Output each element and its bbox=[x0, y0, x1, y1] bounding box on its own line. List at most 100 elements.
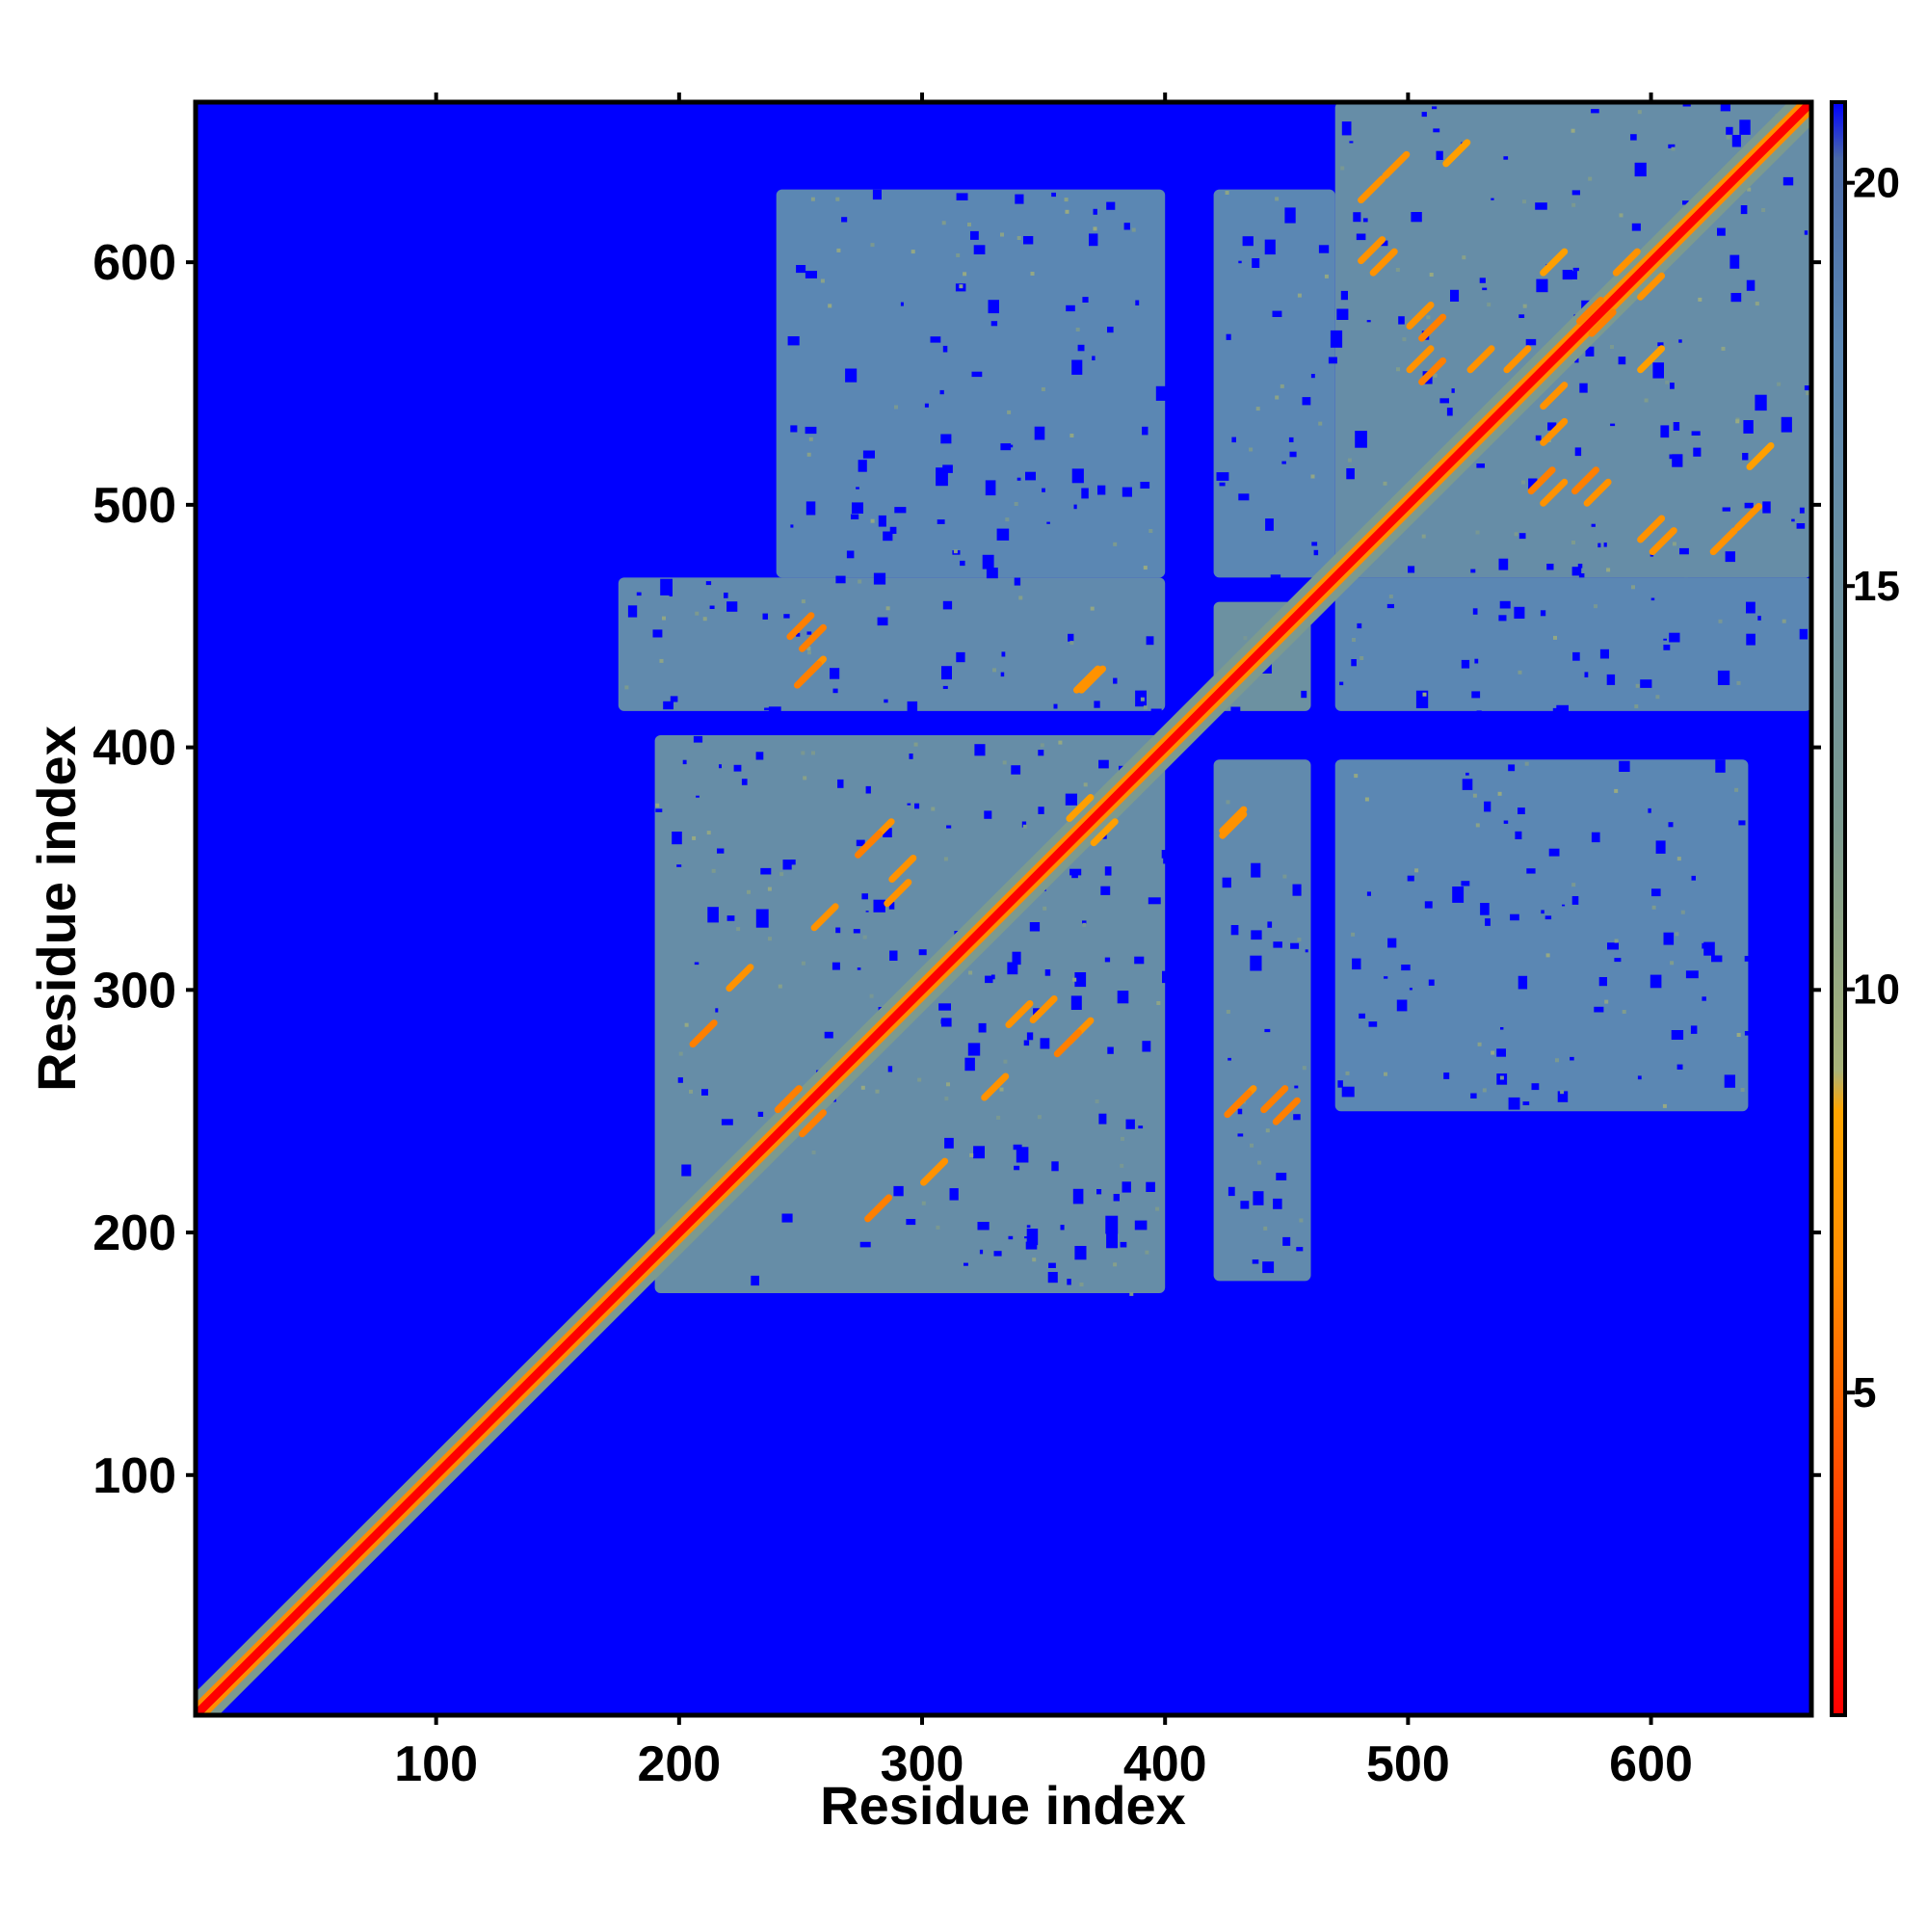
near-contact-cell bbox=[936, 1225, 940, 1230]
gap-cell bbox=[1074, 1246, 1087, 1260]
gap-cell bbox=[1743, 420, 1754, 434]
near-contact-cell bbox=[1497, 791, 1502, 796]
gap-cell bbox=[1122, 487, 1132, 497]
gap-cell bbox=[1651, 888, 1661, 897]
gap-cell bbox=[1450, 289, 1460, 302]
near-contact-cell bbox=[1622, 1010, 1626, 1014]
gap-cell bbox=[1346, 468, 1355, 480]
near-contact-cell bbox=[1604, 999, 1609, 1004]
gap-cell bbox=[755, 752, 764, 760]
near-contact-cell bbox=[1072, 977, 1077, 982]
gap-cell bbox=[1498, 558, 1509, 570]
near-contact-cell bbox=[1553, 635, 1557, 640]
gap-cell bbox=[663, 701, 673, 710]
gap-cell bbox=[1093, 208, 1097, 215]
near-contact-cell bbox=[1675, 932, 1679, 937]
near-contact-cell bbox=[911, 250, 915, 254]
gap-cell bbox=[1023, 236, 1034, 245]
near-contact-cell bbox=[862, 935, 867, 940]
near-contact-cell bbox=[1555, 1058, 1559, 1063]
x-axis-ticks: 100 200 300 400 500 600 bbox=[394, 93, 1693, 1792]
gap-cell bbox=[1579, 383, 1588, 393]
gap-cell bbox=[715, 1008, 719, 1013]
gap-cell bbox=[978, 1022, 987, 1033]
gap-cell bbox=[1514, 606, 1525, 619]
gap-cell bbox=[1479, 278, 1486, 283]
gap-cell bbox=[1015, 194, 1024, 204]
gap-cell bbox=[1471, 691, 1481, 699]
near-contact-cell bbox=[711, 868, 716, 873]
near-contact-cell bbox=[875, 1089, 880, 1094]
near-contact-cell bbox=[1003, 1059, 1008, 1064]
gap-cell bbox=[1618, 357, 1626, 365]
gap-cell bbox=[918, 949, 927, 956]
gap-cell bbox=[709, 605, 715, 609]
gap-cell bbox=[1574, 357, 1579, 363]
gap-cell bbox=[873, 899, 885, 913]
gap-cell bbox=[1577, 564, 1583, 569]
gap-cell bbox=[627, 605, 638, 618]
gap-cell bbox=[1781, 416, 1792, 433]
gap-cell bbox=[1349, 141, 1354, 144]
gap-cell bbox=[942, 685, 948, 689]
contact-streak bbox=[864, 1194, 893, 1223]
contact-streak bbox=[1588, 308, 1617, 337]
near-contact-cell bbox=[1043, 906, 1047, 911]
near-contact-cell bbox=[1655, 695, 1660, 700]
near-contact-cell bbox=[1747, 187, 1752, 192]
gap-cell bbox=[696, 795, 700, 798]
near-contact-cell bbox=[806, 452, 811, 457]
gap-cell bbox=[1044, 969, 1051, 976]
near-contact-cell bbox=[1129, 1291, 1134, 1296]
gap-cell bbox=[1528, 478, 1538, 490]
gap-cell bbox=[893, 1185, 904, 1197]
contact-streak bbox=[1612, 248, 1641, 277]
gap-cell bbox=[973, 1146, 985, 1159]
contact-streak bbox=[1406, 302, 1435, 330]
gap-cell bbox=[660, 578, 673, 595]
gap-cell bbox=[1396, 999, 1408, 1012]
gap-cell bbox=[1230, 925, 1239, 936]
near-contact-cell bbox=[1120, 1163, 1124, 1168]
near-contact-cell bbox=[1487, 303, 1491, 307]
near-contact-cell bbox=[870, 243, 875, 248]
gap-cell bbox=[1313, 549, 1319, 556]
x-tick-label: 300 bbox=[881, 1736, 964, 1792]
gap-cell bbox=[768, 706, 781, 715]
gap-cell bbox=[1546, 564, 1554, 570]
near-contact-cell bbox=[1635, 683, 1640, 688]
contact-streak bbox=[799, 623, 827, 652]
gap-cell bbox=[1744, 502, 1754, 509]
near-contact-cell bbox=[959, 284, 964, 289]
gap-cell bbox=[1104, 957, 1111, 963]
gap-cell bbox=[985, 975, 993, 984]
gap-cell bbox=[1746, 601, 1755, 614]
gap-cell bbox=[1503, 156, 1509, 160]
contact-streak bbox=[1746, 442, 1775, 470]
gap-cell bbox=[1074, 972, 1087, 988]
contact-streak bbox=[1733, 503, 1762, 531]
gap-cell bbox=[1799, 628, 1808, 640]
near-contact-cell bbox=[963, 272, 967, 277]
colorbar-tick-label: 10 bbox=[1853, 966, 1900, 1014]
gap-cell bbox=[805, 271, 817, 278]
gap-cell bbox=[796, 632, 801, 637]
gap-cell bbox=[1443, 1072, 1450, 1079]
gap-cell bbox=[1702, 996, 1706, 1001]
near-contact-cell bbox=[1143, 705, 1148, 710]
near-contact-cell bbox=[1472, 793, 1477, 798]
gap-cell bbox=[1092, 356, 1095, 360]
gap-cell bbox=[1302, 397, 1311, 406]
gap-cell bbox=[1330, 330, 1343, 348]
gap-cell bbox=[859, 1241, 871, 1248]
near-contact-cell bbox=[1634, 704, 1639, 709]
gap-cell bbox=[1518, 533, 1526, 540]
near-contact-cell bbox=[944, 1097, 949, 1101]
gap-cell bbox=[1476, 710, 1482, 717]
gap-cell bbox=[1755, 394, 1767, 411]
gap-cell bbox=[764, 707, 770, 711]
near-contact-cell bbox=[1005, 517, 1010, 522]
gap-cell bbox=[1461, 659, 1470, 669]
gap-cell bbox=[1544, 915, 1552, 920]
gap-cell bbox=[1729, 254, 1740, 269]
